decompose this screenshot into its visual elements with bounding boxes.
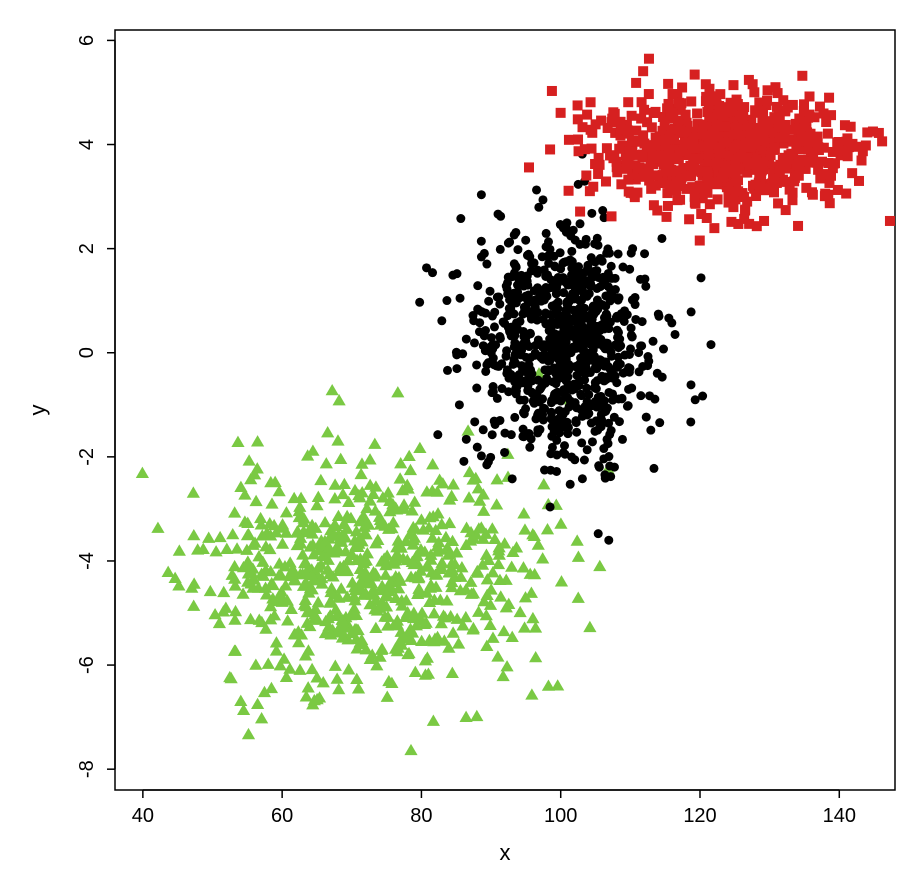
x-tick-label: 60 — [271, 805, 293, 827]
x-tick-label: 40 — [132, 805, 154, 827]
y-tick-label: 0 — [76, 347, 98, 358]
x-axis-label: x — [500, 840, 511, 865]
x-tick-label: 120 — [683, 805, 716, 827]
y-tick-label: -8 — [76, 760, 98, 778]
y-tick-label: -6 — [76, 656, 98, 674]
x-tick-label: 80 — [410, 805, 432, 827]
y-tick-label: 4 — [76, 139, 98, 150]
y-tick-label: 2 — [76, 243, 98, 254]
y-tick-label: -2 — [76, 448, 98, 466]
x-axis-ticks: 40 60 80 100 120 140 — [132, 790, 856, 827]
scatter-points — [136, 54, 895, 755]
y-tick-label: 6 — [76, 35, 98, 46]
scatter-chart: 40 60 80 100 120 140 -8 -6 -4 -2 0 2 4 6 x y — [0, 0, 915, 884]
y-axis-label: y — [25, 405, 50, 416]
y-axis-ticks: -8 -6 -4 -2 0 2 4 6 — [76, 35, 115, 778]
x-tick-label: 140 — [823, 805, 856, 827]
chart-svg: 40 60 80 100 120 140 -8 -6 -4 -2 0 2 4 6 x y — [0, 0, 915, 884]
x-tick-label: 100 — [544, 805, 577, 827]
y-tick-label: -4 — [76, 552, 98, 570]
